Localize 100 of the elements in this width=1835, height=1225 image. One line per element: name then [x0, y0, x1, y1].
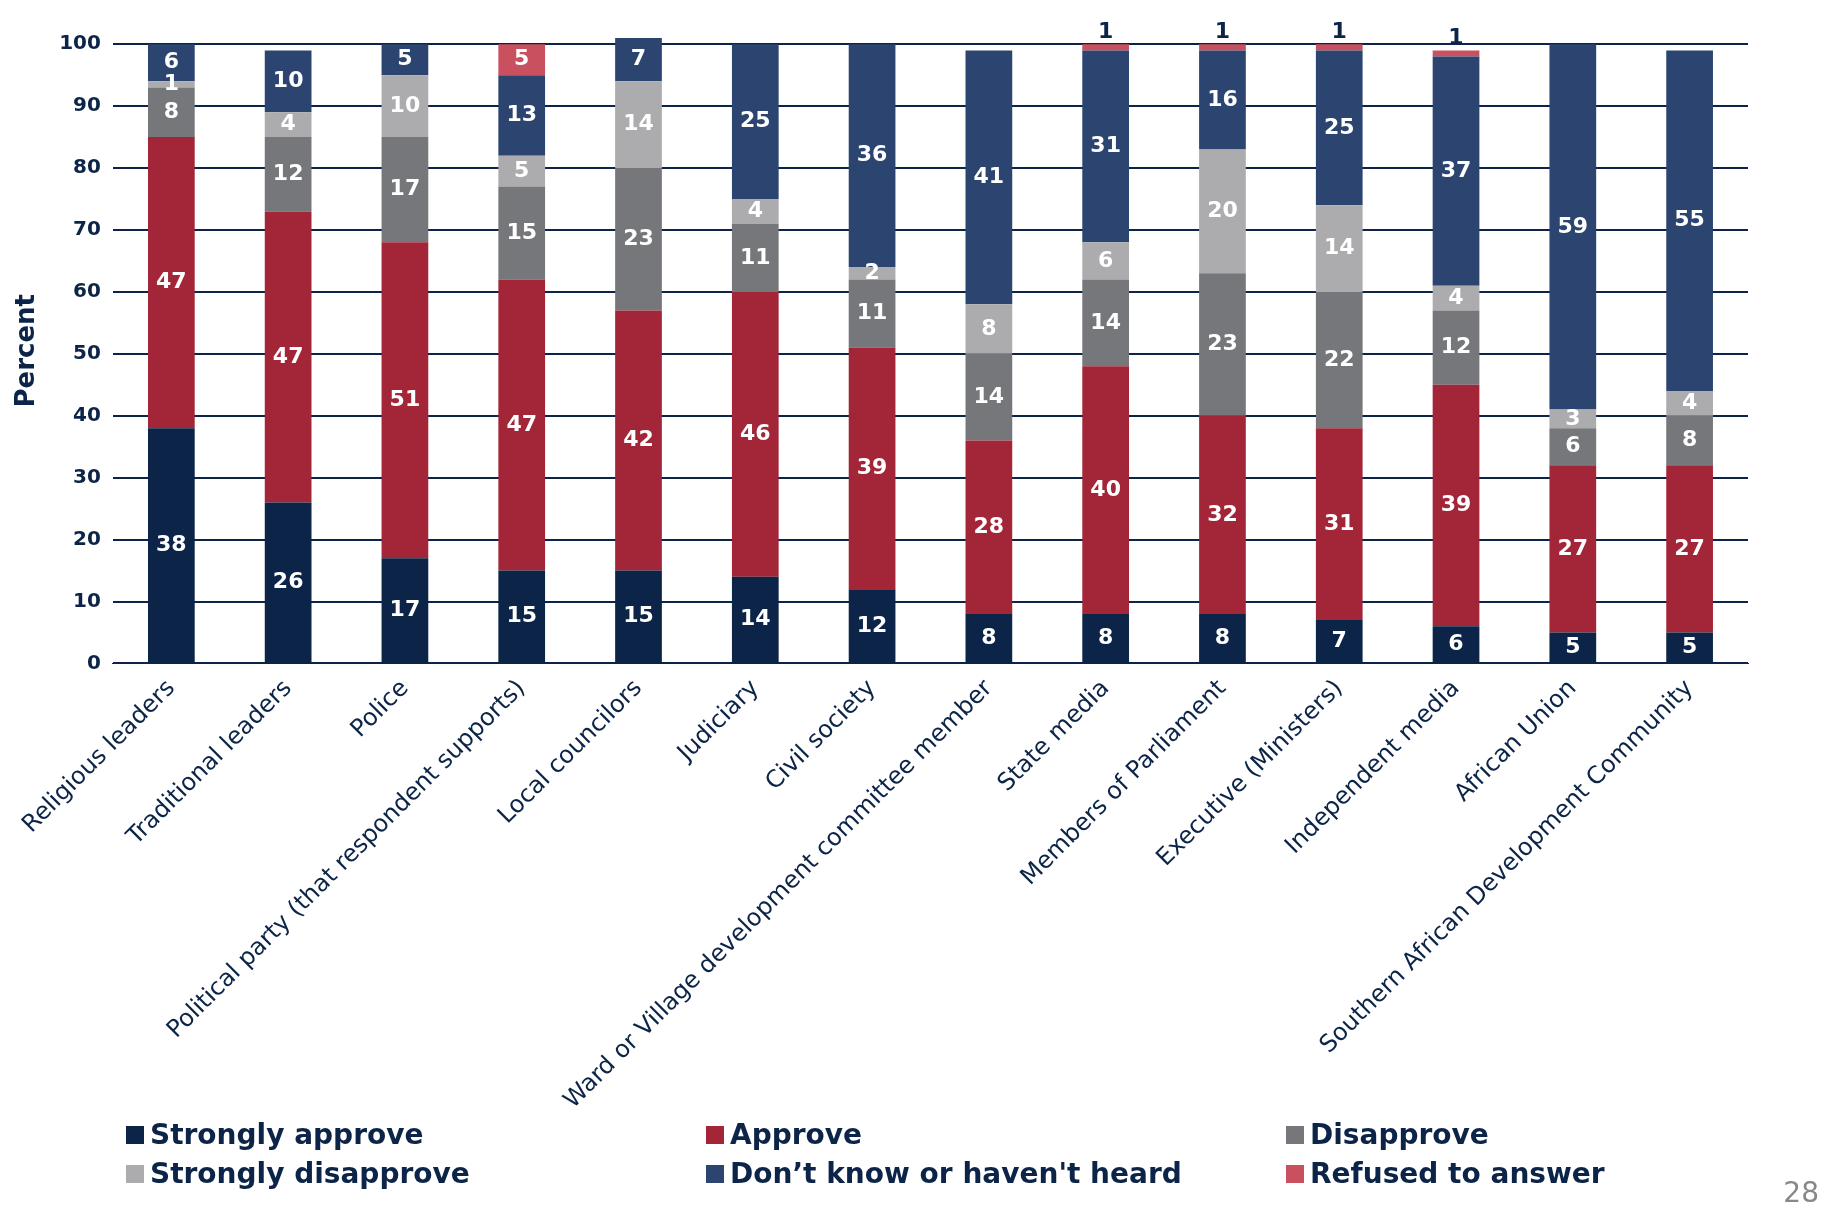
- data-label: 10: [389, 91, 421, 117]
- bar: [1549, 465, 1597, 633]
- bar: [1666, 415, 1713, 466]
- bar: [1199, 415, 1246, 614]
- data-label: 8: [981, 623, 997, 649]
- data-label: 55: [1674, 206, 1705, 232]
- data-label: 12: [856, 611, 888, 637]
- bar: [965, 440, 1013, 614]
- bar: [1199, 44, 1246, 51]
- data-label: 37: [1440, 156, 1472, 182]
- data-label: 47: [272, 342, 304, 368]
- y-tick-label: 20: [73, 525, 101, 550]
- y-tick-label: 10: [73, 587, 101, 612]
- bar: [1315, 50, 1363, 206]
- data-label: 4: [280, 110, 296, 136]
- data-label: 17: [389, 596, 421, 622]
- data-label: 8: [981, 314, 997, 340]
- data-label: 51: [389, 385, 421, 411]
- data-label: 12: [1440, 333, 1472, 359]
- data-label: 23: [1207, 330, 1238, 356]
- bar: [615, 38, 662, 82]
- data-label: 20: [1207, 197, 1238, 223]
- data-label: 5: [1565, 633, 1581, 659]
- data-label: 14: [623, 110, 654, 136]
- bar: [1082, 366, 1130, 614]
- bar: [1432, 384, 1480, 627]
- bar: [1315, 44, 1363, 51]
- data-label: 42: [623, 426, 654, 452]
- data-label: 39: [856, 454, 888, 480]
- y-tick-label: 50: [73, 340, 101, 365]
- y-tick-label: 30: [73, 463, 101, 488]
- data-label: 14: [1090, 308, 1121, 334]
- bar: [1315, 428, 1363, 621]
- bar: [381, 137, 429, 243]
- data-label: 14: [1323, 234, 1355, 260]
- legend-label: Don’t know or haven't heard: [730, 1157, 1182, 1190]
- legend-label: Disapprove: [1310, 1118, 1489, 1151]
- bar: [498, 155, 546, 187]
- data-label: 6: [1098, 246, 1114, 272]
- data-label: 6: [1565, 432, 1581, 458]
- data-label: 36: [856, 141, 888, 167]
- bar: [147, 137, 195, 429]
- bar: [731, 223, 779, 292]
- bar: [1082, 242, 1130, 280]
- bar: [1432, 56, 1480, 286]
- data-label: 17: [389, 175, 421, 201]
- data-label: 46: [739, 420, 771, 446]
- data-label: 41: [973, 163, 1005, 189]
- data-label: 2: [864, 259, 880, 285]
- bar: [965, 304, 1013, 354]
- bar: [1666, 465, 1713, 633]
- y-tick-label: 0: [87, 649, 101, 674]
- y-tick-label: 70: [73, 216, 101, 241]
- bar: [1199, 50, 1246, 150]
- bar: [615, 310, 662, 571]
- bar: [381, 242, 429, 559]
- legend-label: Strongly disapprove: [150, 1157, 470, 1190]
- bar: [1549, 44, 1597, 410]
- bar: [965, 353, 1013, 441]
- bar: [1432, 50, 1480, 57]
- data-label: 16: [1207, 85, 1238, 111]
- bar: [1315, 291, 1363, 429]
- data-label: 10: [272, 67, 304, 93]
- bar: [731, 44, 779, 199]
- bar: [1549, 428, 1597, 466]
- data-label: 31: [1090, 132, 1121, 158]
- data-label: 14: [739, 605, 771, 631]
- data-label: 6: [1448, 630, 1464, 656]
- data-label: 13: [506, 101, 538, 127]
- data-label: 32: [1207, 500, 1238, 526]
- data-label: 31: [1323, 509, 1355, 535]
- data-label: 47: [506, 410, 538, 436]
- data-label: 4: [1681, 389, 1698, 415]
- data-label: 11: [856, 299, 888, 325]
- y-tick-label: 100: [59, 30, 101, 55]
- bar: [498, 186, 546, 280]
- data-label: 59: [1557, 212, 1589, 238]
- data-label: 1: [1214, 17, 1231, 43]
- data-label: 6: [163, 48, 179, 74]
- data-label: 11: [739, 243, 771, 269]
- data-label: 5: [514, 45, 530, 71]
- bar: [1082, 50, 1130, 243]
- bar: [1199, 149, 1246, 274]
- bar: [965, 50, 1013, 305]
- bar: [1432, 310, 1480, 385]
- data-label: 8: [1681, 426, 1698, 452]
- data-label: 15: [506, 218, 538, 244]
- bar: [1666, 50, 1713, 391]
- data-label: 8: [1214, 623, 1231, 649]
- data-label: 25: [1323, 113, 1355, 139]
- data-label: 38: [156, 531, 187, 556]
- bar: [1082, 44, 1130, 51]
- data-label: 1: [1331, 17, 1347, 43]
- data-label: 5: [1681, 633, 1698, 659]
- data-label: 39: [1440, 491, 1472, 517]
- data-label: 27: [1557, 534, 1589, 560]
- bar: [264, 211, 312, 503]
- data-label: 47: [156, 268, 187, 294]
- bar: [498, 75, 546, 156]
- y-tick-label: 60: [73, 278, 101, 303]
